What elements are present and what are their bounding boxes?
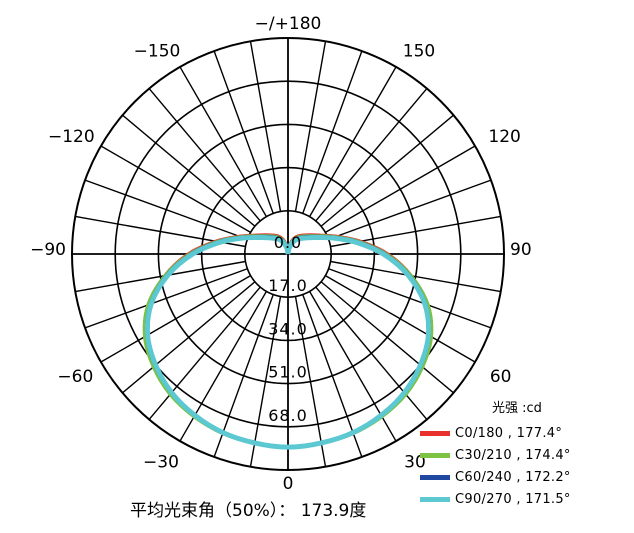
grid-spoke [148, 286, 261, 420]
grid-spoke [328, 268, 492, 329]
grid-spoke [179, 66, 268, 217]
angle-label: 150 [403, 41, 435, 61]
legend-swatch [420, 496, 450, 502]
grid-spoke [308, 66, 397, 217]
grid-spoke [320, 281, 454, 394]
grid-spoke [122, 114, 256, 227]
grid-spoke [302, 294, 363, 458]
legend-entry: C90/270 , 171.5° [420, 488, 571, 510]
polar-grid [71, 37, 505, 471]
grid-spoke [302, 50, 363, 214]
grid-spoke [100, 274, 251, 363]
grid-spoke [315, 286, 428, 420]
angle-label: −90 [30, 240, 66, 260]
legend-entry: C30/210 , 174.4° [420, 444, 571, 466]
radial-tick-label: 51.0 [268, 363, 308, 382]
grid-spoke [148, 88, 261, 222]
angle-labels: 0 30 60 90 120 150 −/+180 −150 −120 −90 −60 −30 [30, 14, 532, 494]
grid-spoke [213, 294, 274, 458]
legend-title: 光强 :cd [492, 401, 542, 416]
angle-label: 0 [283, 474, 294, 494]
angle-label: 60 [490, 367, 512, 387]
legend-label: C30/210 , 174.4° [455, 447, 571, 463]
legend-label: C0/180 , 177.4° [455, 425, 563, 441]
angle-label: 30 [404, 453, 426, 473]
angle-label: 90 [510, 240, 532, 260]
angle-label: −120 [48, 127, 95, 147]
grid-spoke [325, 274, 476, 363]
grid-spoke [294, 296, 327, 467]
legend: 光强 :cd C0/180 , 177.4° C30/210 , 174.4° C6… [420, 397, 571, 510]
legend-swatch [420, 452, 450, 458]
grid-spoke [122, 281, 256, 394]
grid-spoke [84, 179, 248, 240]
legend-entry: C60/240 , 172.2° [420, 466, 571, 488]
legend-entry: C0/180 , 177.4° [420, 422, 571, 444]
legend-swatch [420, 474, 450, 480]
grid-spoke [325, 145, 476, 234]
series-curve [144, 234, 432, 450]
radial-tick-label: 34.0 [268, 319, 308, 338]
angle-label: 120 [488, 127, 520, 147]
grid-spoke [330, 260, 501, 293]
grid-spoke [294, 41, 327, 212]
radial-tick-label: 0.0 [274, 233, 302, 252]
grid-spoke [315, 88, 428, 222]
grid-spoke [328, 179, 492, 240]
grid-spoke [249, 296, 282, 467]
legend-label: C60/240 , 172.2° [455, 469, 571, 485]
angle-label: −60 [57, 367, 93, 387]
radial-tick-labels: 0.0 17.0 34.0 51.0 68.0 [268, 233, 308, 425]
beam-angle-footer: 平均光束角（50%）： 173.9度 [130, 501, 367, 521]
radial-tick-label: 17.0 [268, 276, 308, 295]
radial-tick-label: 68.0 [268, 406, 308, 425]
angle-label: −30 [143, 453, 179, 473]
grid-spoke [213, 50, 274, 214]
grid-spoke [84, 268, 248, 329]
grid-spoke [75, 260, 246, 293]
grid-spoke [249, 41, 282, 212]
angle-label: −/+180 [255, 14, 322, 34]
grid-spoke [320, 114, 454, 227]
angle-label: −150 [134, 41, 181, 61]
grid-spoke [100, 145, 251, 234]
series-curves [142, 233, 434, 450]
legend-label: C90/270 , 171.5° [455, 491, 571, 507]
legend-swatch [420, 430, 450, 436]
